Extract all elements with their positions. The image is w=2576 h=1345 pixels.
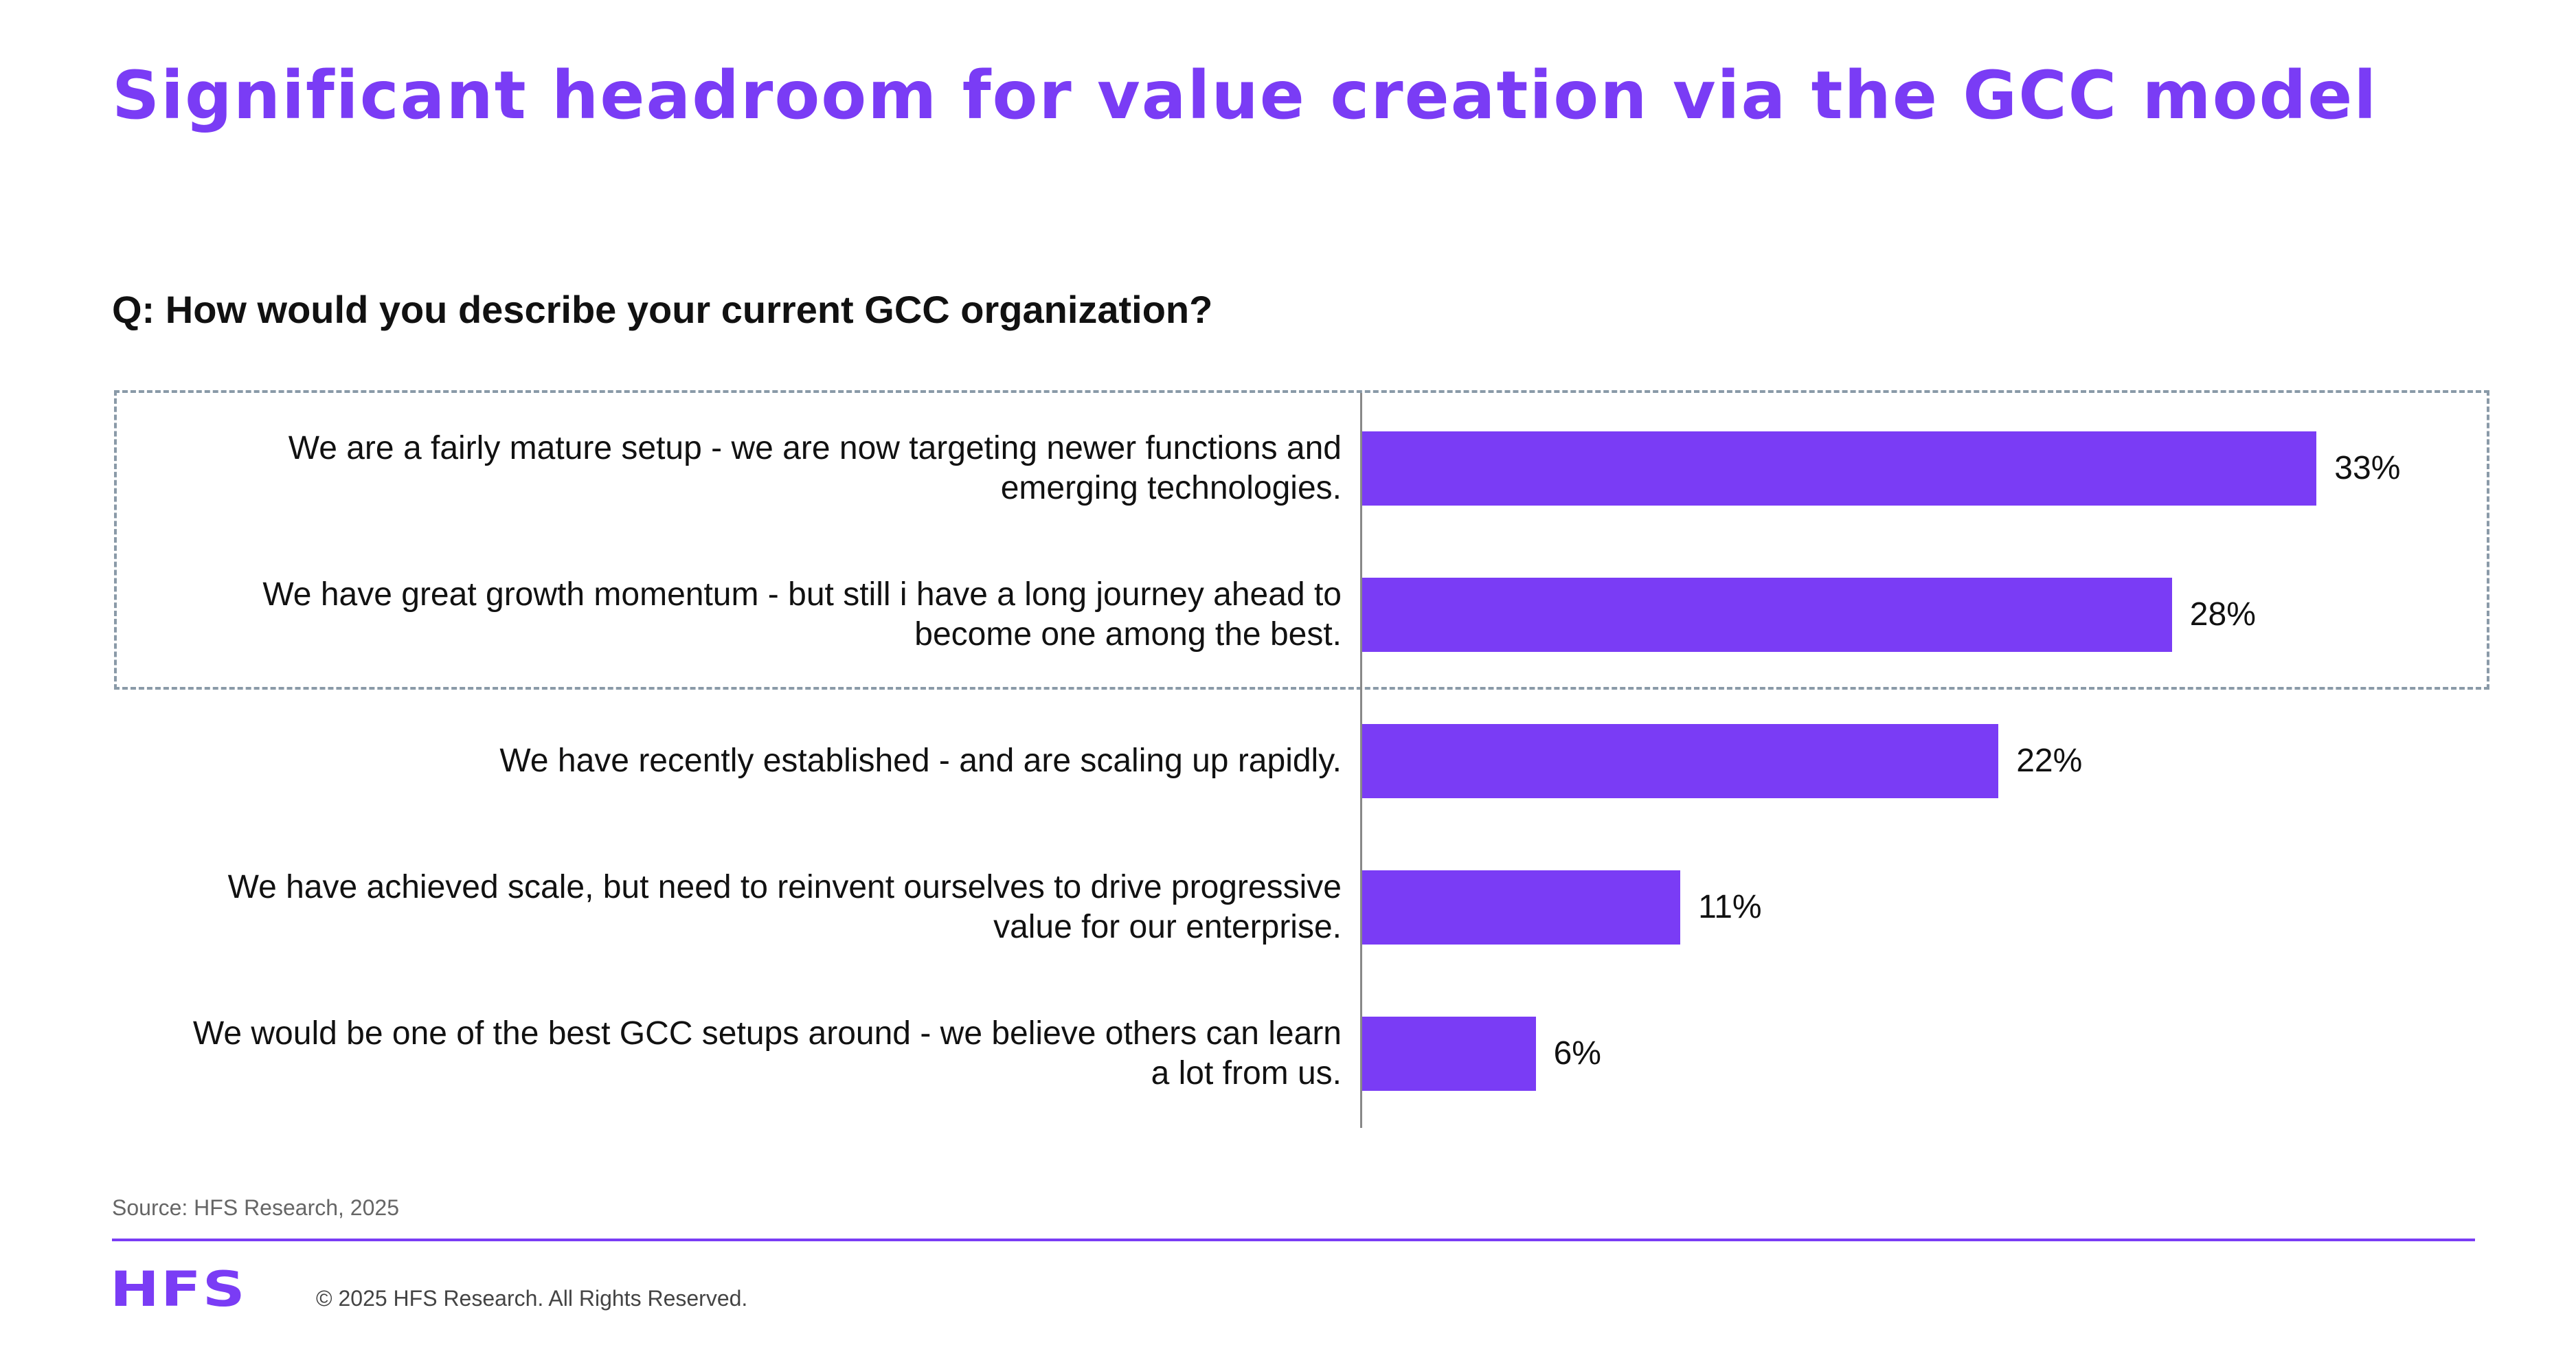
- source-note: Source: HFS Research, 2025: [112, 1195, 399, 1220]
- value-label: 22%: [2016, 743, 2083, 779]
- bar: [1362, 578, 2172, 652]
- copyright-text: © 2025 HFS Research. All Rights Reserved…: [316, 1286, 748, 1311]
- page-title: Significant headroom for value creation …: [112, 57, 2378, 134]
- category-label: We would be one of the best GCC setups a…: [192, 1015, 1342, 1092]
- highlight-box: [114, 390, 2489, 690]
- hfs-logo: HFS: [110, 1261, 247, 1318]
- bar: [1362, 724, 1999, 798]
- y-axis-line: [1360, 393, 1362, 1128]
- category-label: We are a fairly mature setup - we are no…: [288, 430, 1342, 506]
- category-label: We have recently established - and are s…: [499, 743, 1342, 779]
- bar: [1362, 431, 2317, 506]
- bar: [1362, 1017, 1536, 1091]
- value-label: 6%: [1553, 1035, 1601, 1072]
- value-label: 11%: [1698, 889, 1762, 925]
- value-label: 33%: [2334, 450, 2401, 486]
- footer-divider: [112, 1239, 2475, 1241]
- category-label: We have achieved scale, but need to rein…: [227, 869, 1342, 945]
- category-label: We have great growth momentum - but stil…: [262, 576, 1342, 653]
- bar: [1362, 870, 1681, 945]
- value-label: 28%: [2189, 596, 2256, 633]
- survey-question: Q: How would you describe your current G…: [112, 288, 1213, 331]
